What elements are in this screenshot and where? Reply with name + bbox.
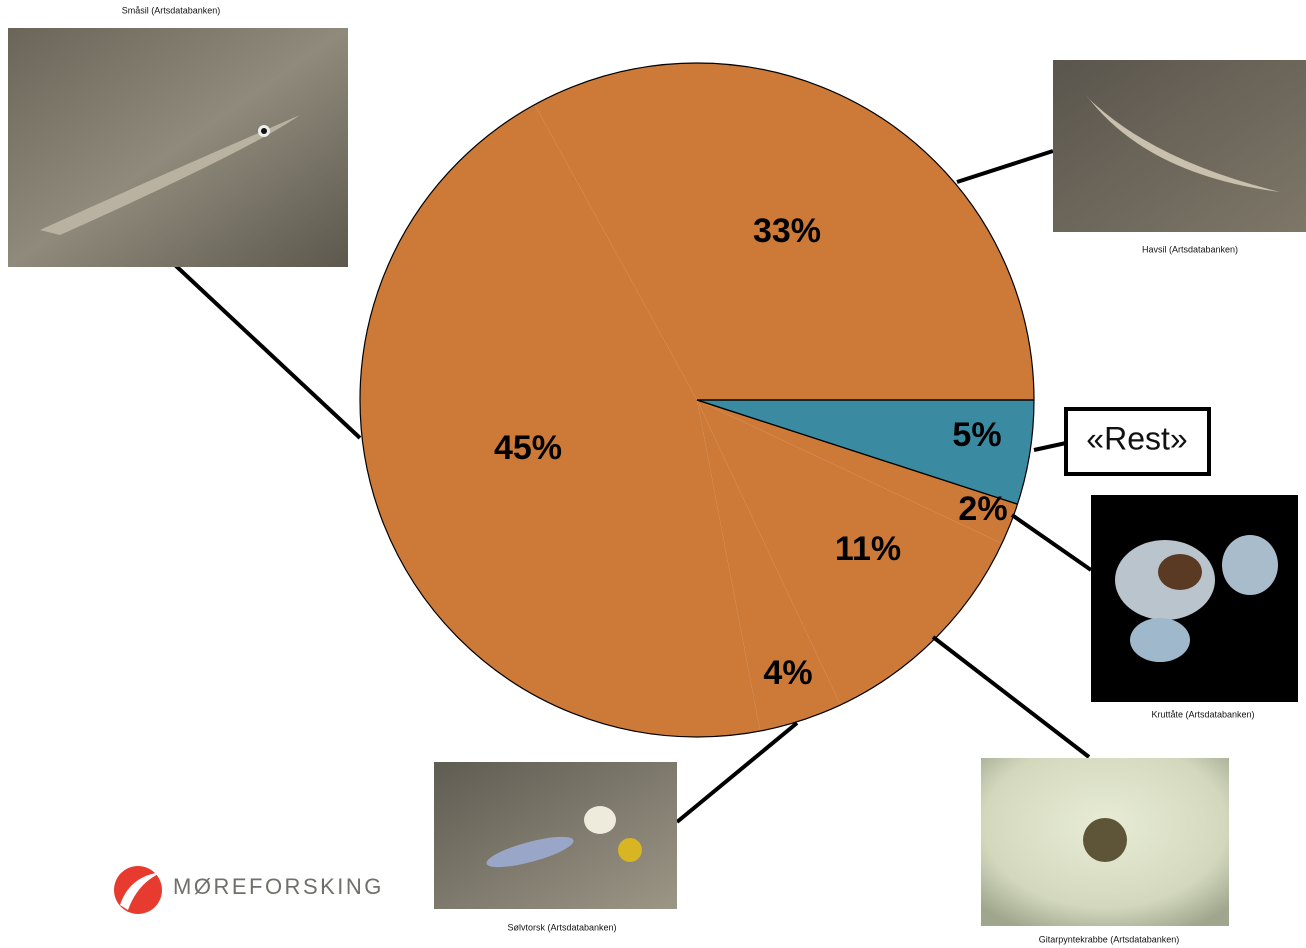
photo-caption: Småsil (Artsdatabanken) <box>122 5 221 15</box>
slice-label: 11% <box>835 530 901 568</box>
photo <box>8 28 348 267</box>
leader-line <box>956 149 1054 184</box>
photo-caption: Sølvtorsk (Artsdatabanken) <box>507 922 616 932</box>
photo-caption: Gitarpyntekrabbe (Artsdatabanken) <box>1039 934 1180 944</box>
logo: MØREFORSKING <box>114 866 384 914</box>
pie-slice <box>360 104 761 738</box>
leader-line <box>675 721 799 824</box>
layout: MØREFORSKING <box>8 28 1306 926</box>
leader-line <box>931 635 1091 759</box>
leader-line <box>1010 513 1093 572</box>
slice-label: 45% <box>494 429 562 467</box>
pie <box>359 62 1035 738</box>
photo <box>1091 495 1298 702</box>
slice-label: 5% <box>952 416 1001 454</box>
leader-line <box>173 263 362 440</box>
photo <box>434 762 677 909</box>
rest-label: «Rest» <box>1086 420 1187 456</box>
pie-slice <box>697 400 1034 505</box>
slice-label: 33% <box>753 212 821 250</box>
leader-line <box>1033 441 1067 452</box>
slice-edge <box>696 399 1018 505</box>
photo-caption: Havsil (Artsdatabanken) <box>1142 244 1238 254</box>
pie-slice <box>697 400 1018 544</box>
photo-caption: Kruttåte (Artsdatabanken) <box>1151 709 1254 719</box>
slice-label: 2% <box>958 490 1007 528</box>
pie-slice <box>534 63 1034 401</box>
photo <box>981 758 1229 926</box>
slice-label: 4% <box>763 654 812 692</box>
rest-box <box>1064 407 1211 476</box>
logo-text: MØREFORSKING <box>173 874 384 899</box>
pie-slice <box>697 400 1002 705</box>
pie-slice <box>697 400 841 732</box>
photo <box>1053 60 1306 232</box>
